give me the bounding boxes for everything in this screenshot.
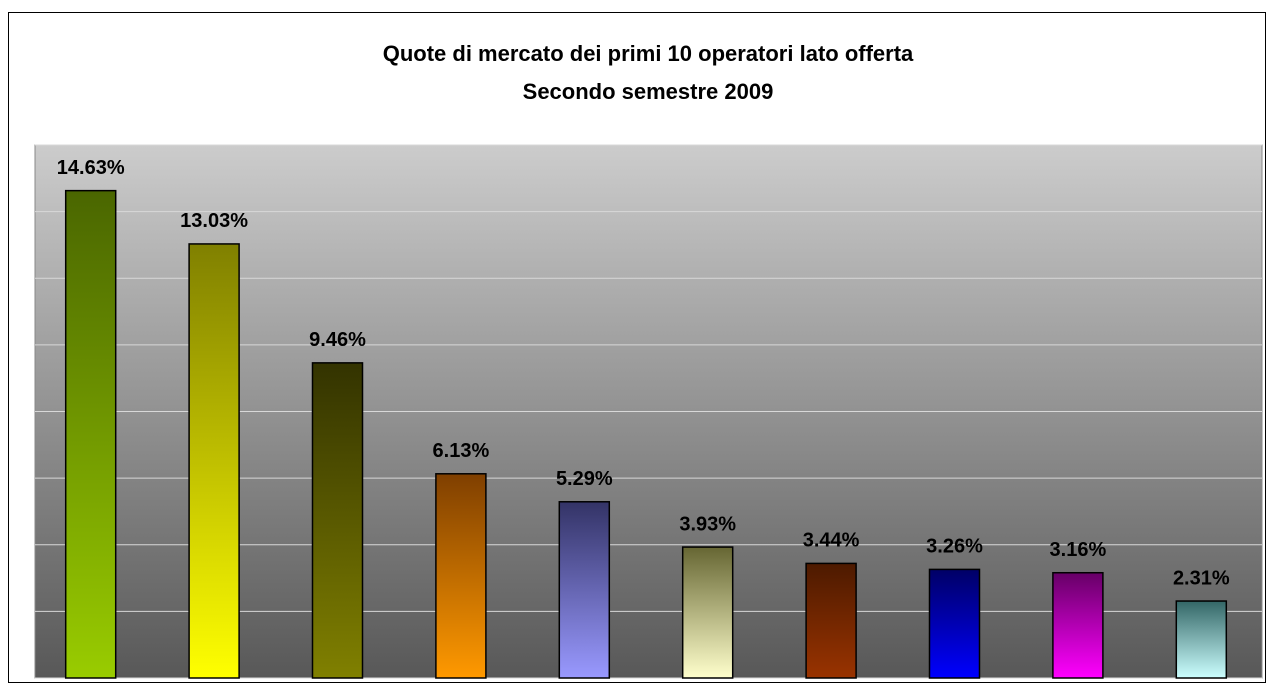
data-label: 13.03% bbox=[180, 210, 248, 232]
data-label: 3.44% bbox=[803, 530, 860, 552]
data-label: 3.16% bbox=[1050, 539, 1107, 561]
bar bbox=[1175, 600, 1228, 679]
chart-title: Quote di mercato dei primi 10 operatori … bbox=[383, 41, 914, 66]
bar bbox=[435, 473, 487, 679]
data-label: 6.13% bbox=[433, 440, 490, 462]
data-label: 3.93% bbox=[679, 513, 736, 535]
bar bbox=[928, 568, 981, 679]
bar bbox=[311, 362, 364, 679]
bar bbox=[188, 243, 240, 679]
data-label: 14.63% bbox=[57, 157, 125, 179]
data-label: 2.31% bbox=[1173, 567, 1230, 589]
chart-subtitle: Secondo semestre 2009 bbox=[523, 79, 774, 104]
bar bbox=[1052, 571, 1104, 679]
data-label: 5.29% bbox=[556, 468, 613, 490]
bar bbox=[64, 189, 117, 679]
bar bbox=[805, 562, 857, 679]
bar bbox=[681, 546, 734, 679]
bar bbox=[558, 501, 611, 679]
data-label: 9.46% bbox=[309, 329, 366, 351]
data-label: 3.26% bbox=[926, 536, 983, 558]
